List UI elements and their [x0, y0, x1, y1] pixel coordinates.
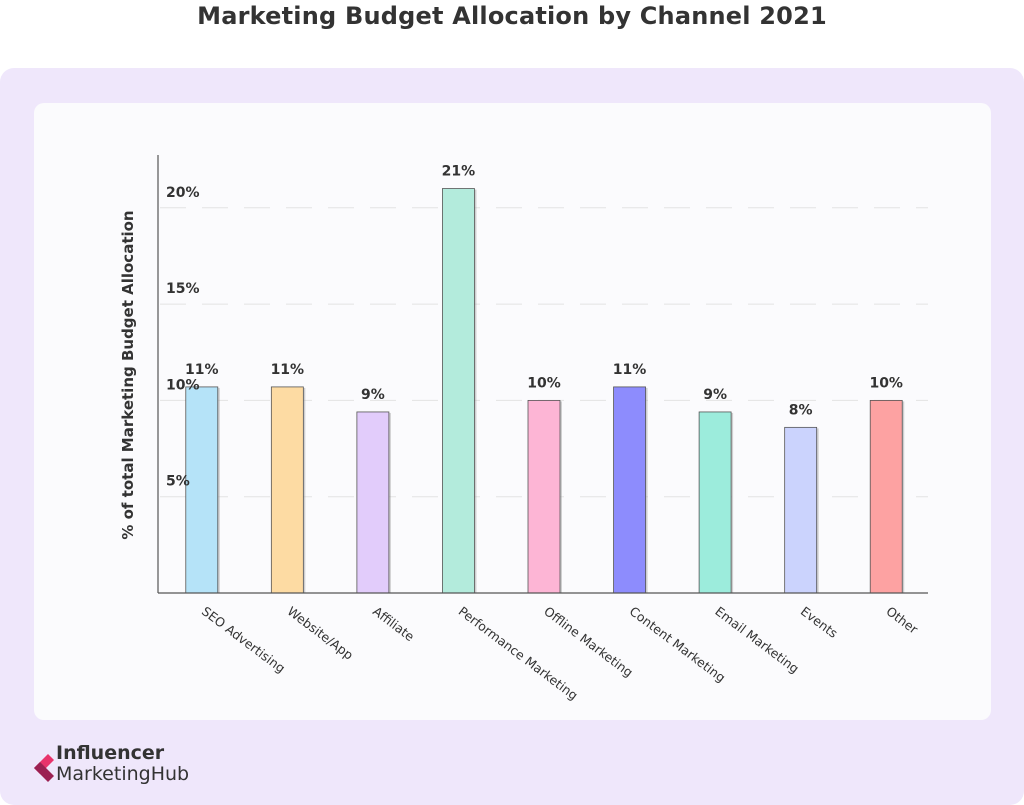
chart-title: Marketing Budget Allocation by Channel 2…	[197, 2, 827, 30]
x-tick-label: Affiliate	[370, 603, 417, 644]
logo-text: Influencer MarketingHub	[56, 744, 189, 784]
logo-line-1: Influencer	[56, 742, 165, 764]
bar	[527, 399, 561, 594]
axes	[157, 155, 928, 594]
x-tick-label: SEO Advertising	[199, 603, 288, 675]
y-tick-label: 10%	[166, 377, 200, 393]
x-tick-label: Email Marketing	[712, 603, 802, 676]
y-axis-label: % of total Marketing Budget Allocation	[119, 210, 137, 540]
y-tick-label: 15%	[166, 281, 200, 297]
bar	[442, 188, 475, 594]
bar	[356, 411, 390, 594]
data-label: 8%	[789, 402, 813, 418]
bar	[784, 426, 818, 594]
data-label: 11%	[613, 362, 647, 378]
bars	[185, 188, 905, 594]
data-label: 11%	[185, 362, 219, 378]
x-tick-label: Website/App	[285, 603, 357, 662]
data-label: 9%	[361, 387, 385, 403]
bar	[869, 399, 903, 594]
influencer-marketing-hub-logo[interactable]: Influencer MarketingHub	[34, 744, 224, 788]
data-label: 21%	[442, 164, 476, 180]
x-tick-label: Other	[883, 603, 921, 637]
x-tick-label: Events	[798, 603, 841, 640]
data-label: 11%	[271, 362, 305, 378]
bar	[613, 386, 646, 594]
bar	[270, 386, 304, 594]
data-label: 10%	[527, 375, 561, 391]
logo-mark-icon	[34, 754, 54, 782]
bar	[185, 386, 219, 594]
data-label: 9%	[703, 387, 727, 403]
y-tick-label: 5%	[166, 474, 190, 490]
logo-line-2: MarketingHub	[56, 763, 190, 785]
data-label: 10%	[869, 375, 903, 391]
bar	[698, 411, 732, 594]
x-tick-label: Offline Marketing	[541, 603, 636, 680]
y-tick-label: 20%	[166, 185, 200, 201]
